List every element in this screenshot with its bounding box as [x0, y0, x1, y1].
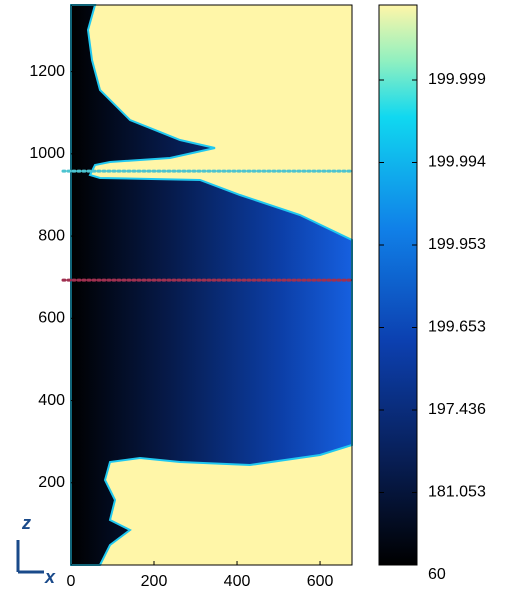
y-tick-label: 1000 [29, 145, 65, 162]
y-tick-label: 200 [38, 474, 65, 491]
y-tick-label: 600 [38, 310, 65, 327]
colorbar-tick-label: 199.653 [428, 319, 486, 336]
colorbar [378, 4, 418, 566]
x-tick-label: 200 [141, 573, 168, 590]
x-tick-label: 600 [307, 573, 334, 590]
colorbar-tick-label: 199.994 [428, 154, 486, 171]
y-tick-label: 1200 [29, 63, 65, 80]
colorbar-tick-label: 199.953 [428, 236, 486, 253]
colorbar-tick-label: 181.053 [428, 484, 486, 501]
colorbar-tick-label: 199.999 [428, 71, 486, 88]
y-tick-label: 400 [38, 392, 65, 409]
x-tick-label: 0 [67, 573, 76, 590]
colorbar-tick-label: 60 [428, 566, 446, 583]
x-tick-label: 400 [224, 573, 251, 590]
x-label: x [44, 567, 56, 587]
y-tick-label: 800 [38, 227, 65, 244]
axis-icon: z x [16, 513, 56, 587]
plot-frame [70, 4, 353, 566]
field-region [70, 4, 353, 566]
colorbar-tick-label: 197.436 [428, 401, 486, 418]
z-label: z [21, 513, 31, 533]
